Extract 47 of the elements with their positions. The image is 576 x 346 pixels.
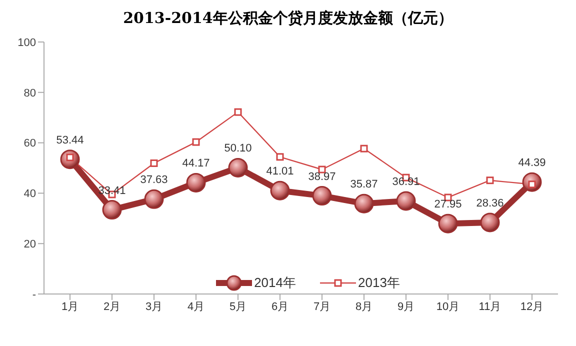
point bbox=[150, 159, 158, 167]
y-tick-label: 20 bbox=[24, 238, 36, 251]
point bbox=[312, 186, 332, 206]
data-label: 38.97 bbox=[308, 170, 336, 183]
point bbox=[144, 189, 164, 209]
point bbox=[102, 200, 122, 220]
y-tick-label: 80 bbox=[24, 87, 36, 100]
data-label: 28.36 bbox=[476, 198, 504, 210]
x-tick-label: 5月 bbox=[229, 300, 247, 313]
x-tick-label: 10月 bbox=[436, 300, 460, 313]
data-label: 44.17 bbox=[182, 158, 210, 170]
x-tick-label: 6月 bbox=[271, 300, 289, 313]
x-tick-label: 9月 bbox=[397, 300, 415, 313]
data-label: 44.39 bbox=[518, 157, 546, 170]
point bbox=[192, 138, 200, 146]
y-tick-label: 100 bbox=[18, 36, 36, 49]
x-tick-label: 2月 bbox=[103, 300, 121, 313]
point bbox=[354, 194, 374, 214]
point bbox=[486, 176, 494, 184]
x-tick-label: 12月 bbox=[520, 300, 544, 313]
point bbox=[360, 144, 368, 152]
point bbox=[270, 180, 290, 200]
y-tick-label: 40 bbox=[24, 188, 36, 200]
data-label: 37.63 bbox=[140, 174, 168, 186]
y-tick-label: - bbox=[32, 288, 36, 301]
x-tick-label: 8月 bbox=[355, 300, 373, 313]
point bbox=[186, 172, 206, 192]
legend-label: 2013年 bbox=[358, 274, 400, 292]
x-tick-label: 11月 bbox=[478, 300, 502, 313]
x-tick-label: 4月 bbox=[187, 300, 205, 313]
data-label: 50.10 bbox=[224, 142, 252, 155]
data-label: 35.87 bbox=[350, 178, 378, 191]
chart-title: 2013-2014年公积金个贷月度发放金额（亿元） bbox=[122, 8, 454, 29]
y-tick-label: 60 bbox=[24, 138, 36, 150]
x-tick-label: 3月 bbox=[145, 300, 163, 313]
x-tick-label: 7月 bbox=[313, 300, 331, 313]
point bbox=[480, 212, 500, 232]
data-label: 27.95 bbox=[434, 198, 462, 211]
point bbox=[276, 153, 284, 161]
point bbox=[234, 108, 242, 116]
point bbox=[396, 191, 416, 211]
point bbox=[228, 158, 248, 178]
legend-label: 2014年 bbox=[254, 274, 296, 292]
point bbox=[438, 214, 458, 234]
data-label: 41.01 bbox=[266, 166, 294, 178]
data-label: 53.44 bbox=[56, 134, 84, 146]
x-tick-label: 1月 bbox=[61, 300, 79, 313]
